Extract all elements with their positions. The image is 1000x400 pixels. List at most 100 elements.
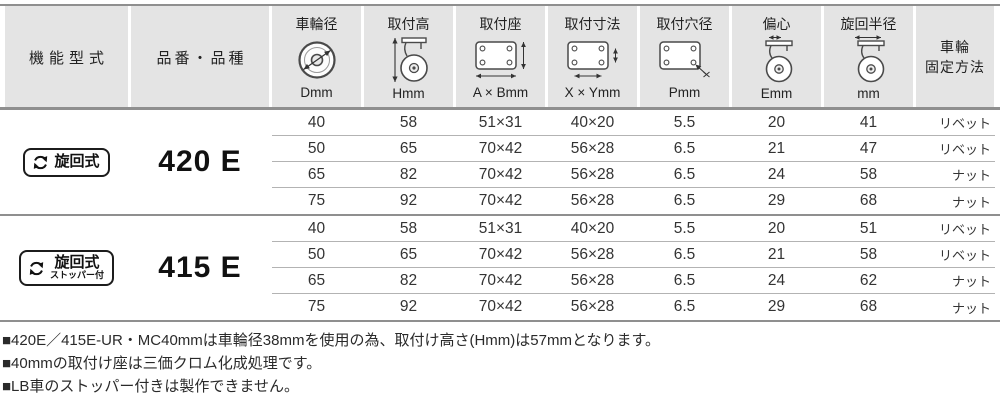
- spec-table-body: 旋回式 420 E 40 58 51×31 40×20 5.5 20 41 リベット 50 65 70×…: [0, 110, 1000, 322]
- eccentricity-value: 21: [767, 139, 786, 157]
- fixing-method-value: ナット: [951, 300, 991, 316]
- col-label: 取付高: [387, 16, 430, 32]
- mount-seat-value: 70×42: [478, 139, 523, 157]
- hole-diameter-value: 6.5: [673, 271, 696, 289]
- swivel-radius-icon: [847, 34, 891, 86]
- col-label: 旋回半径: [840, 16, 897, 32]
- mount-dimensions-value: 56×28: [570, 139, 615, 157]
- wheel-diameter-value: 75: [307, 192, 326, 209]
- spec-row: 65 82 70×42 56×28 6.5 24 62 ナット: [272, 268, 995, 294]
- badge-sublabel: ストッパー付: [49, 270, 104, 281]
- mount-seat-value: 70×42: [478, 165, 523, 183]
- hole-diameter-value: 5.5: [673, 113, 696, 131]
- table-header: 機能型式 品番・品種 車輪径 Dmm: [0, 4, 1000, 110]
- fixing-method-value: ナット: [951, 194, 991, 210]
- spec-row: 75 92 70×42 56×28 6.5 29 68 ナット: [272, 294, 995, 320]
- mount-dimensions-value: 56×28: [570, 192, 615, 209]
- header-wheel-diameter: 車輪径 Dmm: [272, 6, 361, 107]
- spec-row: 65 82 70×42 56×28 6.5 24 58 ナット: [272, 162, 995, 188]
- header-wheel-fixing-method: 車輪 固定方法: [916, 6, 994, 107]
- mount-dimensions-value: 56×28: [570, 298, 615, 315]
- function-type-cell: 旋回式: [5, 110, 128, 214]
- header-part-number: 品番・品種: [131, 6, 269, 107]
- mount-height-value: 92: [399, 298, 418, 315]
- footnotes: ■420E／415E-UR・MC40mmは車輪径38mmを使用の為、取付け高さ(…: [0, 322, 1000, 398]
- eccentricity-value: 20: [767, 113, 786, 131]
- mount-seat-value: 51×31: [478, 219, 523, 237]
- col-label: 車輪径: [295, 16, 338, 32]
- mount-seat-value: 70×42: [478, 245, 523, 263]
- eccentricity-icon: [756, 34, 798, 86]
- swivel-radius-value: 62: [859, 271, 878, 289]
- part-number-label: 品番・品種: [156, 49, 247, 67]
- spec-row: 40 58 51×31 40×20 5.5 20 41 リベット: [272, 110, 995, 136]
- fixing-method-value: リベット: [938, 248, 991, 263]
- col-label: 偏心: [762, 16, 791, 32]
- header-swivel-radius: 旋回半径 mm: [824, 6, 913, 107]
- col-unit: mm: [857, 86, 880, 101]
- header-mount-seat: 取付座 A × B: [456, 6, 545, 107]
- swivel-arrows-icon: [29, 261, 44, 275]
- product-group: 旋回式 420 E 40 58 51×31 40×20 5.5 20 41 リベット 50 65 70×…: [0, 110, 1000, 216]
- swivel-radius-value: 68: [859, 192, 878, 209]
- function-type-badge: 旋回式: [23, 147, 110, 177]
- mount-height-value: 92: [399, 192, 418, 209]
- fixing-method-value: リベット: [938, 222, 991, 237]
- footnote: ■420E／415E-UR・MC40mmは車輪径38mmを使用の為、取付け高さ(…: [2, 332, 661, 349]
- col-label: 取付座: [479, 16, 522, 32]
- wheel-diameter-value: 65: [307, 271, 326, 289]
- swivel-radius-value: 51: [859, 219, 878, 237]
- mount-dimensions-icon: [564, 34, 622, 85]
- header-mount-height: 取付高 Hmm: [364, 6, 453, 107]
- mount-dimensions-value: 56×28: [570, 271, 615, 289]
- part-number: 415 E: [158, 251, 242, 284]
- wheel-diameter-value: 50: [307, 245, 326, 263]
- mount-dimensions-value: 40×20: [570, 219, 615, 237]
- eccentricity-value: 24: [767, 165, 786, 183]
- swivel-radius-value: 58: [859, 165, 878, 183]
- wheel-diameter-value: 50: [307, 139, 326, 157]
- function-type-label: 機能型式: [28, 49, 109, 67]
- mount-hole-icon: [656, 34, 714, 85]
- mount-height-value: 58: [399, 113, 418, 131]
- hole-diameter-value: 6.5: [673, 165, 696, 183]
- hole-diameter-value: 6.5: [673, 245, 696, 263]
- mount-dimensions-value: 56×28: [570, 165, 615, 183]
- wheel-diameter-icon: [294, 34, 340, 85]
- mount-dimensions-value: 56×28: [570, 245, 615, 263]
- hole-diameter-value: 5.5: [673, 219, 696, 237]
- fixing-method-value: ナット: [951, 168, 991, 183]
- header-mount-hole: 取付穴径 Pmm: [640, 6, 729, 107]
- spec-row: 50 65 70×42 56×28 6.5 21 47 リベット: [272, 136, 995, 162]
- mount-height-value: 65: [399, 139, 418, 157]
- spec-rows: 40 58 51×31 40×20 5.5 20 41 リベット 50 65 70×42 56×28 6…: [272, 110, 995, 214]
- col-label: 取付穴径: [656, 16, 713, 32]
- badge-label: 旋回式: [54, 153, 100, 171]
- mount-seat-value: 70×42: [478, 271, 523, 289]
- spec-row: 40 58 51×31 40×20 5.5 20 51 リベット: [272, 216, 995, 242]
- col-label: 取付寸法: [564, 16, 621, 32]
- swivel-radius-value: 47: [859, 139, 878, 157]
- mount-height-icon: [388, 34, 430, 86]
- eccentricity-value: 29: [767, 192, 786, 209]
- hole-diameter-value: 6.5: [673, 139, 696, 157]
- fixing-method-value: ナット: [951, 274, 991, 289]
- part-number: 420 E: [158, 145, 242, 178]
- eccentricity-value: 20: [767, 219, 786, 237]
- hole-diameter-value: 6.5: [673, 298, 696, 315]
- spec-rows: 40 58 51×31 40×20 5.5 20 51 リベット 50 65 70×42 56×28 6…: [272, 216, 995, 320]
- function-type-cell: 旋回式 ストッパー付: [5, 216, 128, 320]
- hole-diameter-value: 6.5: [673, 192, 696, 209]
- mount-height-value: 65: [399, 245, 418, 263]
- product-group: 旋回式 ストッパー付 415 E 40 58 51×31 40×20 5.5 20 51 リベット 5…: [0, 216, 1000, 322]
- mount-seat-icon: [472, 34, 530, 85]
- wheel-diameter-value: 40: [307, 219, 326, 237]
- spec-row: 75 92 70×42 56×28 6.5 29 68 ナット: [272, 188, 995, 214]
- header-mount-dimensions: 取付寸法 X ×: [548, 6, 637, 107]
- wheel-diameter-value: 40: [307, 113, 326, 131]
- mount-seat-value: 70×42: [478, 192, 523, 209]
- spec-row: 50 65 70×42 56×28 6.5 21 58 リベット: [272, 242, 995, 268]
- function-type-badge: 旋回式 ストッパー付: [18, 250, 114, 286]
- footnote: ■LB車のストッパー付きは製作できません。: [2, 378, 299, 395]
- col-unit: Hmm: [392, 86, 425, 101]
